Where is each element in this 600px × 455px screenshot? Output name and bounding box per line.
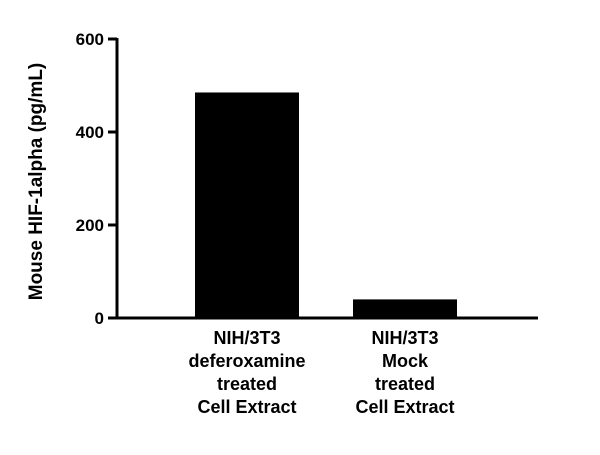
x-tick-label: NIH/3T3 Mock treated Cell Extract	[355, 328, 454, 417]
x-tick-label-line: deferoxamine	[188, 351, 305, 371]
x-axis-tick-labels: NIH/3T3 deferoxamine treated Cell ExtractNI…	[188, 328, 454, 417]
y-tick-label: 400	[76, 123, 104, 142]
x-tick-label-line: treated	[375, 374, 435, 394]
y-tick-label: 0	[95, 309, 104, 328]
x-tick-label-line: treated	[217, 374, 277, 394]
x-tick-label-line: NIH/3T3	[213, 328, 280, 348]
y-tick-label: 600	[76, 30, 104, 49]
x-tick-label-line: Mock	[382, 351, 429, 371]
y-axis-label: Mouse HIF-1alpha (pg/mL)	[26, 63, 47, 301]
x-tick-label-line: Cell Extract	[355, 397, 454, 417]
x-tick-label-line: NIH/3T3	[371, 328, 438, 348]
bars-group	[195, 92, 457, 318]
bar	[195, 92, 299, 318]
bar	[353, 299, 457, 318]
y-tick-label: 200	[76, 216, 104, 235]
x-tick-label: NIH/3T3 deferoxamine treated Cell Extract	[188, 328, 305, 417]
x-tick-label-line: Cell Extract	[197, 397, 296, 417]
y-axis-ticks: 0 200 400 600	[76, 30, 117, 328]
